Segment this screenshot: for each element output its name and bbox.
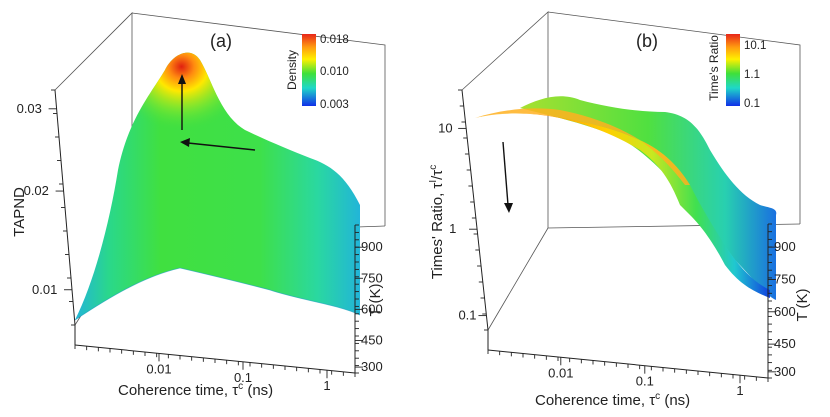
panel-b-cb-title: Time's Ratio bbox=[707, 35, 721, 101]
panel-a-z-tick-label: 0.02 bbox=[24, 183, 49, 198]
panel-a-x-tick-label: 0.01 bbox=[146, 361, 171, 376]
panel-a-z-tick-label: 0.01 bbox=[32, 282, 57, 297]
panel-b-x-tick-label: 0.1 bbox=[636, 374, 654, 389]
panel-b-surface-back bbox=[520, 96, 777, 300]
panel-b-x-label-main: Coherence time, τ bbox=[535, 392, 655, 409]
panel-b-arrow-down-head bbox=[504, 203, 513, 213]
panel-a-surface bbox=[75, 52, 360, 320]
panel-b-y-tick-label: 900 bbox=[774, 239, 796, 254]
panel-b-x-tick-label: 1 bbox=[736, 383, 743, 398]
panel-a-surface-front-edge bbox=[74, 267, 361, 321]
panel-b-back-left-edge bbox=[461, 11, 549, 228]
panel-b-y-tick-label: 300 bbox=[774, 364, 796, 379]
panel-a-y-label: T (K) bbox=[367, 283, 384, 316]
panel-b-label: (b) bbox=[636, 31, 658, 51]
panel-b-y-tick-label: 450 bbox=[774, 336, 796, 351]
panel-a-y-tick-label: 450 bbox=[361, 332, 383, 347]
panel-a-x-tick-label: 1 bbox=[323, 378, 330, 393]
panel-b-z-label-tail-sup: c bbox=[428, 165, 439, 170]
panel-b-colorbar bbox=[726, 34, 740, 106]
panel-a-y-tick-label: 900 bbox=[361, 239, 383, 254]
panel-a-arrow-up-head bbox=[178, 74, 186, 84]
panel-b-x-label-unit: (ns) bbox=[660, 392, 690, 409]
panel-a-y-tick-label: 600 bbox=[361, 301, 383, 316]
panel-b-z-axis bbox=[461, 89, 489, 331]
panel-a-back-right-edge bbox=[131, 12, 386, 226]
panel-b-cb-tick-0: 10.1 bbox=[744, 40, 766, 52]
panel-b-y-tick-label: 750 bbox=[774, 271, 796, 286]
panel-a: (a) TAPND T (K) Coherence time, τc (ns) … bbox=[11, 12, 386, 399]
panel-a-x-label-sup: c bbox=[238, 381, 243, 392]
panel-b-y-label: T (K) bbox=[794, 288, 811, 321]
panel-b-cb-tick-1: 1.1 bbox=[744, 69, 760, 81]
panel-b-back-right-edge bbox=[547, 11, 801, 224]
panel-a-cb-tick-2: 0.003 bbox=[320, 99, 349, 111]
panel-b-z-label-tail: /τ bbox=[429, 170, 446, 180]
panel-b-z-label-main: Times' Ratio, τ bbox=[429, 183, 446, 280]
panel-b-cb-tick-2: 0.1 bbox=[744, 98, 760, 110]
panel-a-y-tick-label: 300 bbox=[361, 359, 383, 374]
panel-b-x-tick-label: 0.01 bbox=[548, 365, 573, 380]
panel-b-arrow-down bbox=[502, 141, 509, 206]
panel-a-cb-tick-1: 0.010 bbox=[320, 66, 349, 78]
panel-a-x-tick-label: 0.1 bbox=[234, 370, 252, 385]
panel-b-z-tick-label: 1 bbox=[449, 221, 456, 236]
panel-a-x-label: Coherence time, τc (ns) bbox=[118, 381, 273, 399]
panel-b-y-tick-label: 600 bbox=[774, 304, 796, 319]
panel-a-y-tick-label: 750 bbox=[361, 270, 383, 285]
panel-a-x-label-unit: (ns) bbox=[243, 382, 273, 399]
panel-b-floor-diagonal bbox=[487, 227, 549, 331]
panel-a-cb-tick-0: 0.018 bbox=[320, 34, 349, 46]
panel-a-z-label: TAPND bbox=[11, 187, 28, 237]
panel-a-cb-title: Density bbox=[285, 50, 299, 90]
panel-b-ticks: 0.1 1 10 0.01 0.1 1 300 450 600 750 900 bbox=[438, 89, 796, 398]
panel-b: (b) Times' Ratio, τI/τc T (K) Coherence … bbox=[428, 11, 811, 409]
panel-b-surface-front bbox=[475, 113, 770, 298]
panel-a-colorbar bbox=[302, 34, 316, 106]
panel-a-z-tick-label: 0.03 bbox=[17, 101, 42, 116]
panel-a-arrow-left-head bbox=[180, 138, 190, 147]
panel-a-ticks: 0.01 0.02 0.03 0.01 0.1 1 300 450 600 750 900 bbox=[17, 89, 383, 393]
panel-a-x-label-main: Coherence time, τ bbox=[118, 382, 238, 399]
panel-b-x-label: Coherence time, τc (ns) bbox=[535, 391, 690, 409]
panel-a-arrow-left bbox=[187, 142, 256, 151]
panel-a-label: (a) bbox=[210, 31, 232, 51]
panel-b-z-label: Times' Ratio, τI/τc bbox=[428, 165, 446, 279]
panel-b-z-label-sup: I bbox=[428, 180, 439, 183]
panel-b-x-label-sup: c bbox=[655, 391, 660, 402]
panel-b-z-tick-label: 0.1 bbox=[458, 308, 476, 323]
panel-b-z-tick-label: 10 bbox=[438, 120, 452, 135]
